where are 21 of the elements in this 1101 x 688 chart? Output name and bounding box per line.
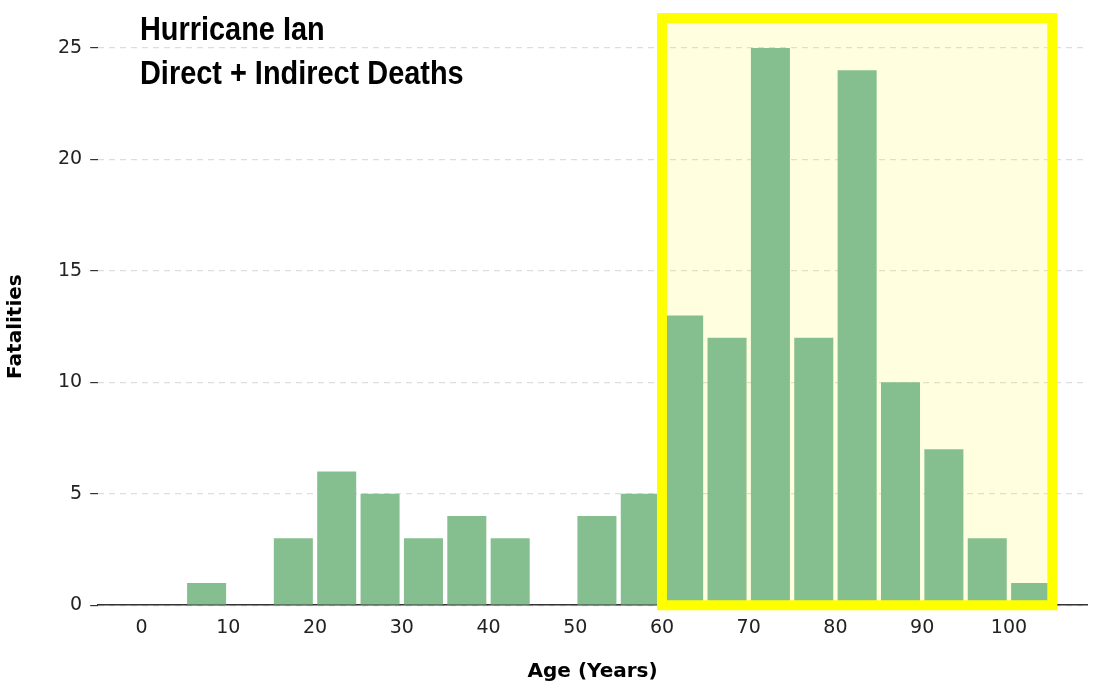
x-tick-label: 70	[736, 614, 761, 637]
x-tick-label: 100	[990, 614, 1028, 637]
y-tick-label: 15	[57, 257, 83, 280]
y-tick-label: 20	[57, 146, 83, 169]
x-tick-label: 20	[302, 614, 328, 637]
x-axis-title: Age (Years)	[527, 658, 658, 683]
y-axis-title: Fatalities	[2, 274, 27, 379]
x-tick-label: 40	[476, 614, 501, 637]
y-tick-label: 0	[70, 592, 83, 615]
y-tick-label: 10	[57, 369, 83, 392]
x-tick-label: 0	[135, 614, 148, 637]
x-tick-label: 90	[910, 614, 935, 637]
y-tick-label: 5	[70, 480, 83, 503]
y-tick-label: 25	[57, 34, 83, 57]
chart-subtitle: Direct + Indirect Deaths	[140, 52, 464, 93]
x-tick-label: 80	[823, 614, 848, 637]
x-tick-label: 60	[649, 614, 675, 637]
x-tick-label: 10	[216, 614, 241, 637]
chart-title: Hurricane Ian	[140, 8, 326, 49]
x-tick-label: 50	[563, 614, 588, 637]
x-tick-label: 30	[389, 614, 414, 637]
